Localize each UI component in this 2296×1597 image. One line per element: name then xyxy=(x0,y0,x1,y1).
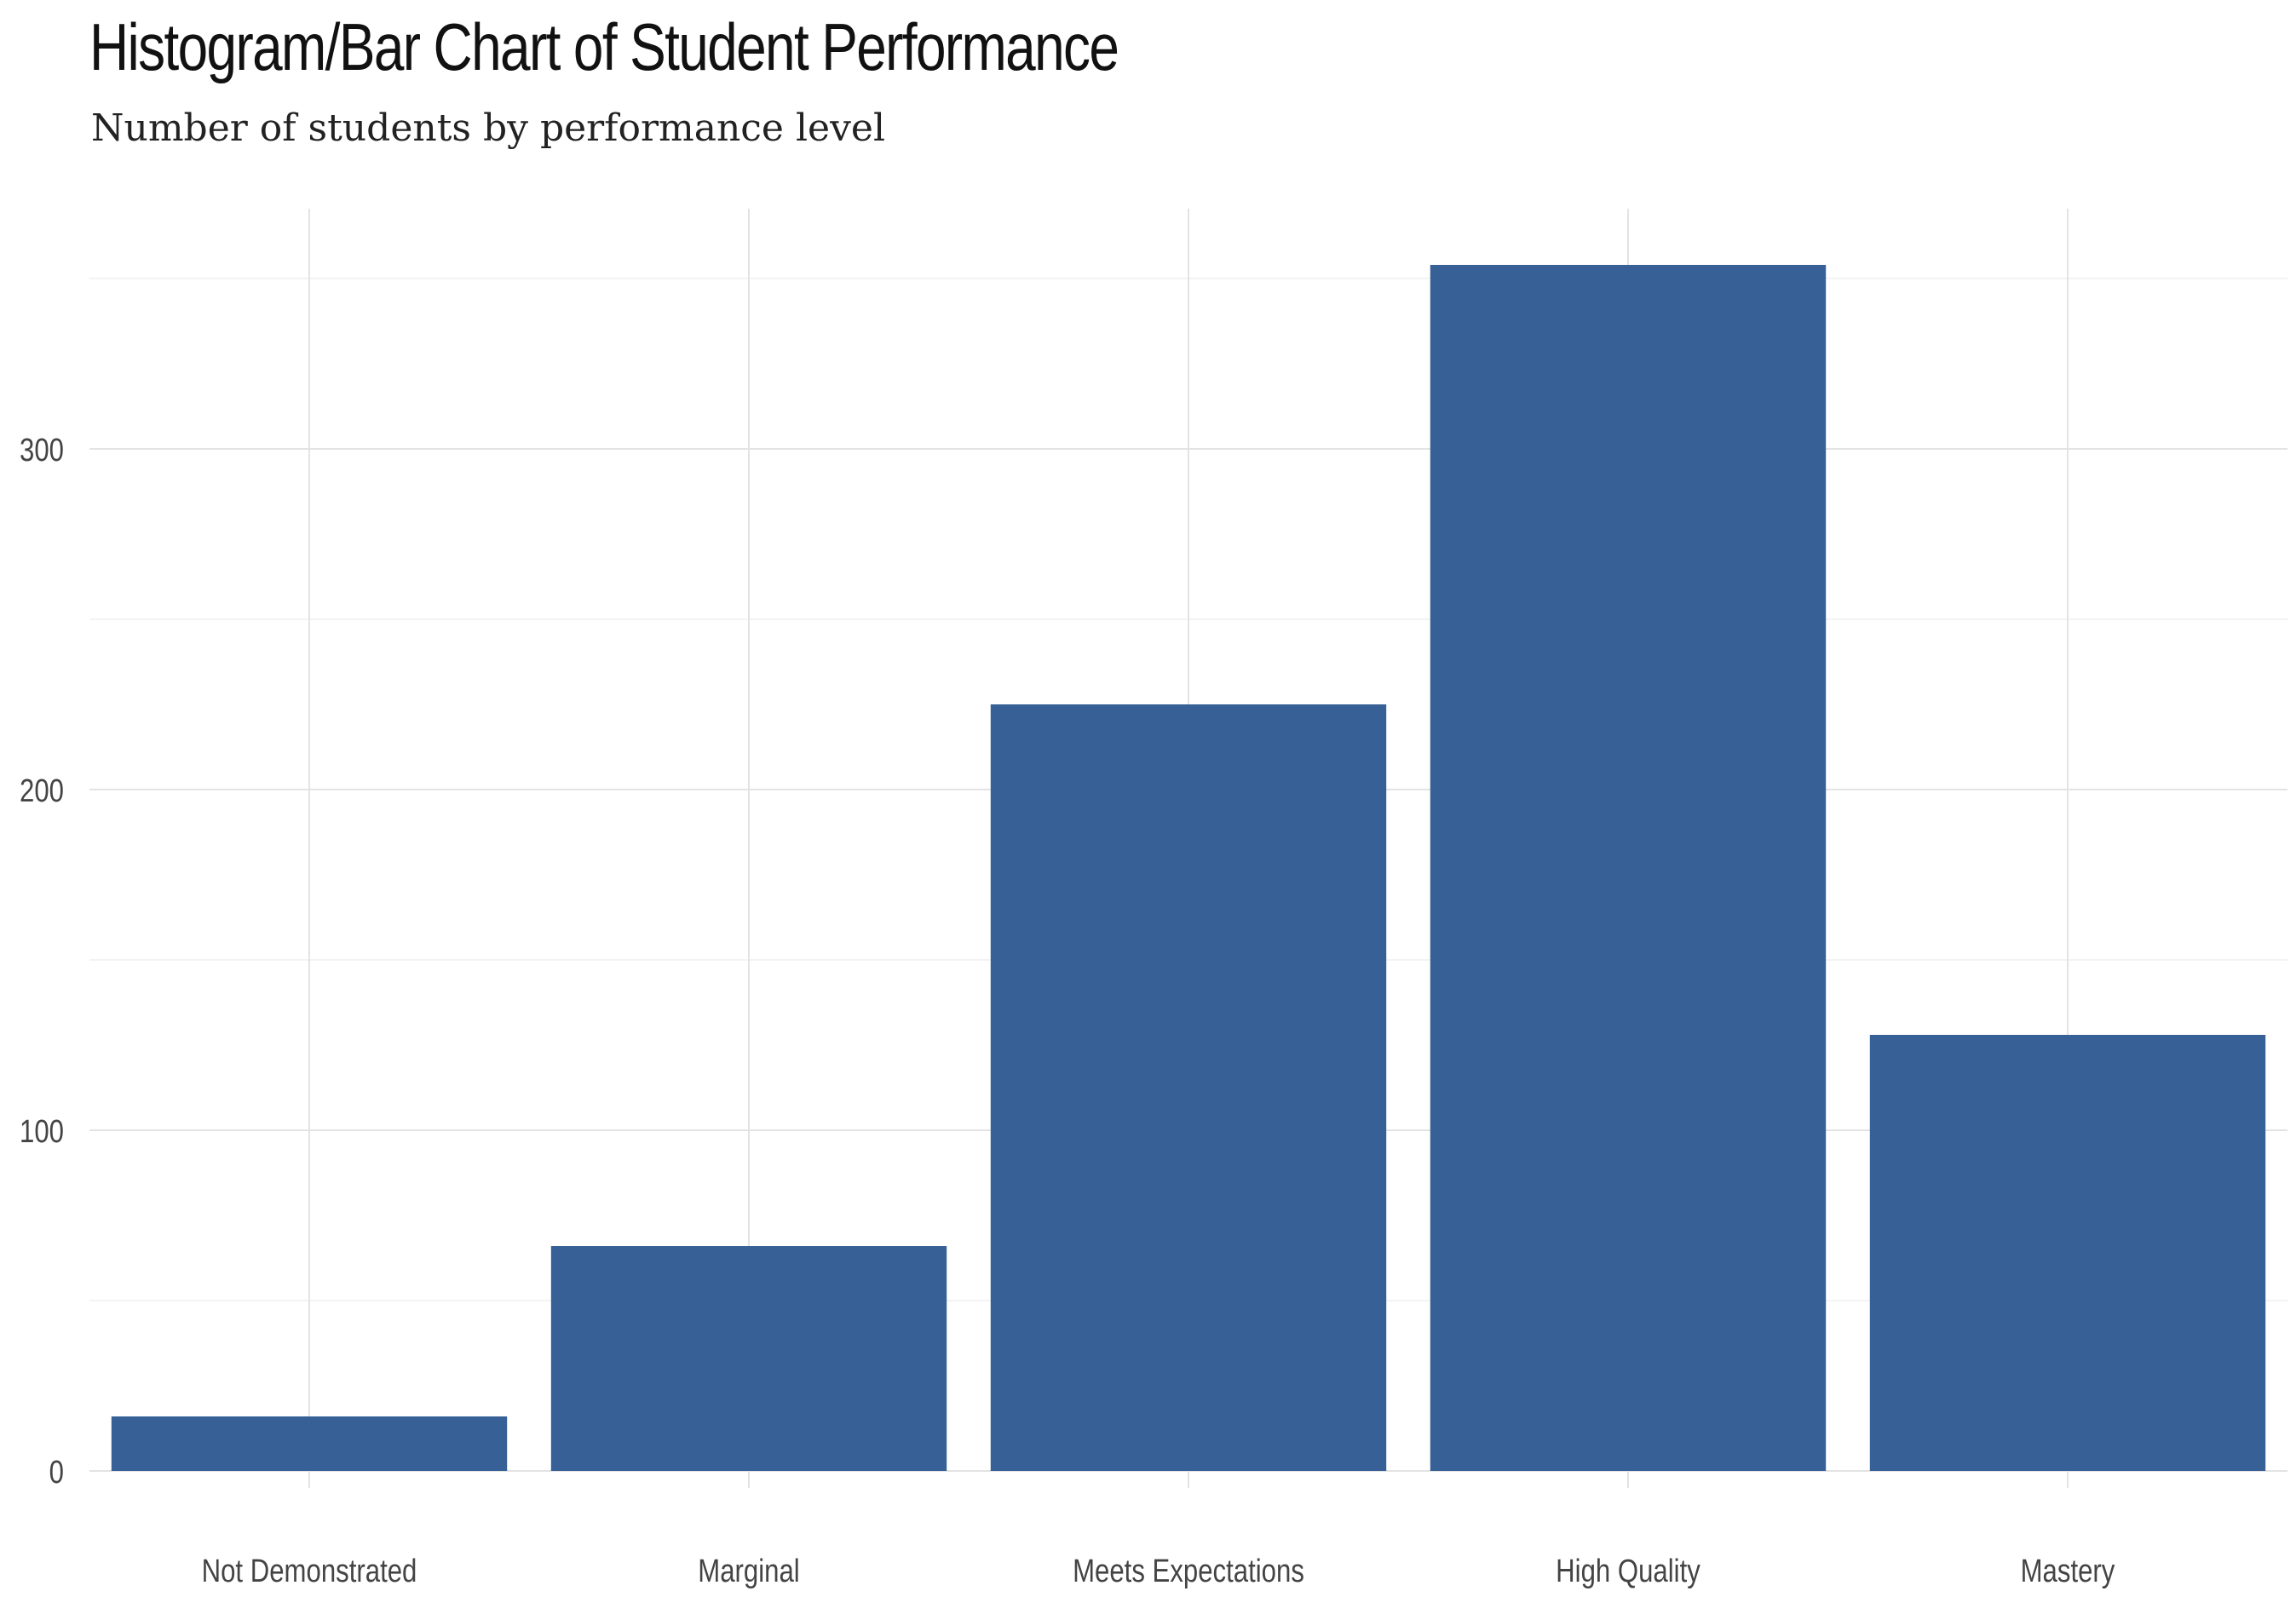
bars xyxy=(111,265,2266,1471)
chart-title: Histogram/Bar Chart of Student Performan… xyxy=(89,9,1119,84)
x-tick-label: High Quality xyxy=(1556,1554,1700,1589)
x-tick-label: Not Demonstrated xyxy=(202,1554,417,1589)
y-tick-label: 100 xyxy=(20,1114,64,1150)
x-tick-label: Marginal xyxy=(698,1554,799,1589)
y-tick-label: 300 xyxy=(20,433,64,468)
bar-high-quality xyxy=(1430,265,1827,1471)
x-axis-ticks: Not Demonstrated Marginal Meets Expectatio… xyxy=(202,1554,2115,1589)
chart-subtitle: Number of students by performance level xyxy=(91,106,886,150)
bar-marginal xyxy=(550,1246,947,1471)
y-axis-ticks: 0 100 200 300 xyxy=(20,433,64,1491)
x-tick-label: Meets Expectations xyxy=(1073,1554,1304,1589)
bar-not-demonstrated xyxy=(111,1416,508,1471)
bar-mastery xyxy=(1869,1035,2266,1471)
bar-meets-expectations xyxy=(990,704,1387,1471)
x-tick-label: Mastery xyxy=(2021,1554,2115,1589)
y-tick-label: 0 xyxy=(49,1455,64,1491)
y-tick-label: 200 xyxy=(20,773,64,809)
